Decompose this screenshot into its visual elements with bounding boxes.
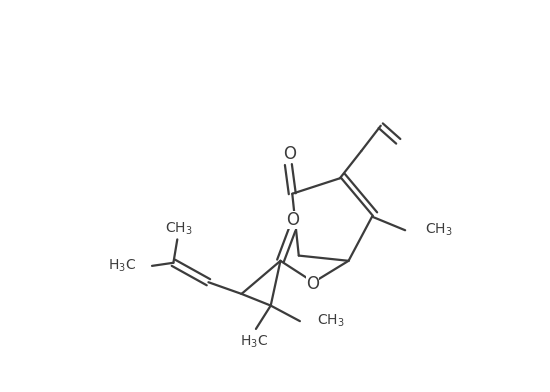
Text: H$_3$C: H$_3$C (108, 258, 136, 274)
Text: CH$_3$: CH$_3$ (317, 313, 345, 329)
Text: CH$_3$: CH$_3$ (166, 221, 193, 238)
Text: H$_3$C: H$_3$C (240, 333, 268, 350)
Text: O: O (306, 275, 319, 293)
Text: O: O (287, 211, 299, 229)
Text: O: O (283, 145, 296, 163)
Text: CH$_3$: CH$_3$ (425, 222, 452, 238)
